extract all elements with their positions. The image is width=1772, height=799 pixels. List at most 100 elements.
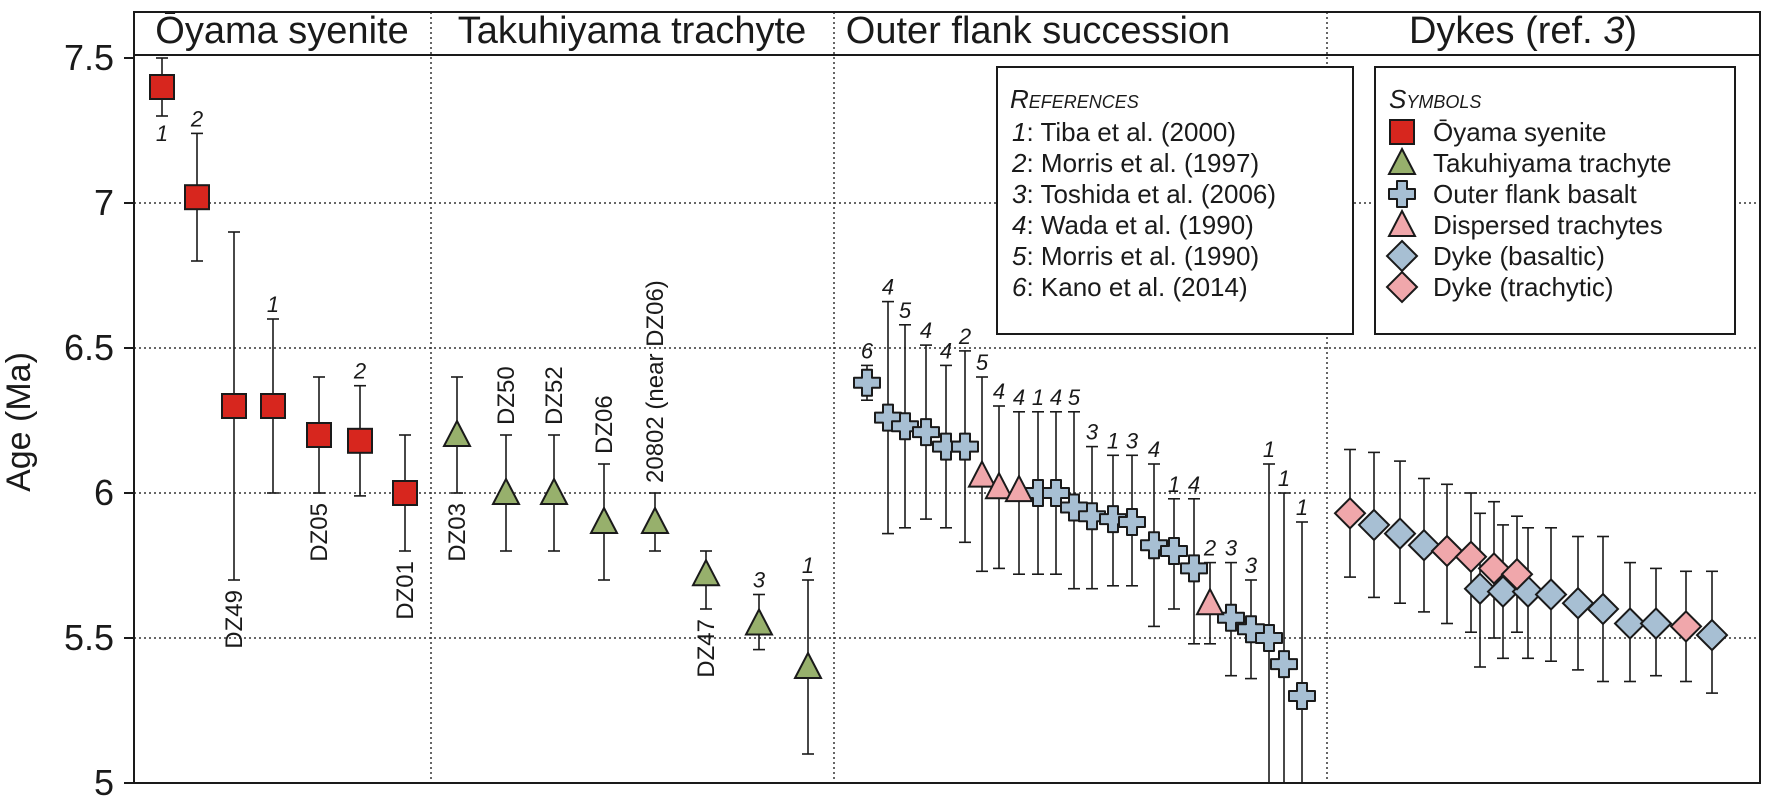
reference-entry: 3: Toshida et al. (2006)	[1012, 179, 1276, 209]
legend-entry-label: Takuhiyama trachyte	[1433, 148, 1671, 178]
square-marker	[149, 74, 175, 100]
reference-number-label: 3	[1225, 536, 1238, 561]
cross-marker	[1180, 554, 1208, 583]
diamond-marker	[1333, 496, 1367, 530]
reference-number-label: 2	[353, 359, 366, 384]
reference-entry-text: : Morris et al. (1990)	[1026, 241, 1259, 271]
cross-marker	[1078, 502, 1106, 531]
reference-number-label: 4	[920, 318, 932, 343]
square-marker	[392, 480, 418, 506]
reference-number-label: 4	[940, 338, 952, 363]
reference-number-label: 4	[1188, 472, 1200, 497]
reference-entry-number: 3	[1012, 179, 1027, 209]
legend-square-marker	[1389, 119, 1415, 145]
square-marker	[221, 393, 247, 419]
reference-entry: 1: Tiba et al. (2000)	[1012, 117, 1236, 147]
reference-number-label: 1	[1168, 472, 1180, 497]
reference-entry-text: : Morris et al. (1997)	[1026, 148, 1259, 178]
sample-label: DZ52	[541, 366, 568, 425]
cross-marker	[1160, 537, 1188, 565]
references-box-frame	[996, 66, 1354, 335]
reference-number-label: 2	[1203, 536, 1216, 561]
reference-number-label: 3	[753, 568, 766, 593]
panel-title-outer-flank: Outer flank succession	[846, 10, 1230, 52]
cross-marker	[1099, 505, 1127, 534]
legend-cross-marker	[1388, 180, 1416, 208]
panel-title-dykes-ref: 3	[1603, 10, 1624, 52]
triangle-marker	[744, 607, 774, 636]
reference-number-label: 4	[1013, 385, 1025, 410]
symbols-box-frame	[1374, 66, 1736, 335]
triangle-marker	[1004, 473, 1034, 503]
symbols-box-title: Symbols	[1389, 84, 1481, 114]
diamond-marker	[1586, 592, 1620, 626]
reference-number-label: 1	[156, 121, 168, 146]
triangle-marker	[967, 459, 997, 488]
sample-label: DZ49	[221, 590, 248, 649]
legend-triangle-marker	[1387, 146, 1417, 175]
legend-entry-label: Outer flank basalt	[1433, 179, 1638, 209]
legend-entry-label: Dispersed trachytes	[1433, 210, 1663, 240]
diamond-marker	[1357, 508, 1391, 542]
diamond-marker	[1534, 578, 1568, 611]
reference-number-label: 2	[190, 106, 203, 131]
y-tick-label: 5.5	[64, 617, 114, 658]
data-markers	[149, 74, 1729, 710]
reference-entry-number: 5	[1012, 241, 1027, 271]
diamond-marker	[1561, 586, 1595, 620]
cross-marker	[912, 418, 940, 447]
diamond-marker	[1669, 609, 1703, 643]
cross-marker	[1255, 624, 1283, 652]
reference-number-label: 6	[861, 338, 874, 363]
legend-entry-label: Dyke (trachytic)	[1433, 272, 1614, 302]
panel-title-dykes-main: Dykes (ref.	[1409, 10, 1603, 52]
reference-number-label: 2	[958, 324, 971, 349]
reference-number-label: 4	[882, 275, 894, 300]
reference-number-label: 3	[1245, 553, 1258, 578]
reference-number-label: 5	[1068, 385, 1081, 410]
reference-number-label: 5	[899, 298, 912, 323]
reference-entry: 6: Kano et al. (2014)	[1012, 272, 1248, 302]
y-axis-label: Age (Ma)	[0, 352, 38, 492]
reference-entry-number: 4	[1012, 210, 1026, 240]
reference-number-label: 5	[976, 350, 989, 375]
references-box-title: References	[1010, 84, 1139, 114]
diamond-marker	[1695, 618, 1729, 652]
square-marker	[184, 184, 210, 211]
reference-number-label: 1	[1278, 466, 1290, 491]
reference-number-label: 4	[993, 379, 1005, 404]
diamond-marker	[1407, 528, 1441, 562]
panel-title-dykes-close: )	[1624, 10, 1637, 52]
cross-marker	[853, 368, 881, 397]
triangle-marker	[539, 476, 569, 505]
square-marker	[347, 427, 373, 454]
triangle-marker	[442, 418, 472, 447]
y-tick-label: 7	[94, 182, 114, 223]
panel-title-dykes: Dykes (ref. 3)	[1409, 10, 1637, 52]
diamond-marker	[1430, 534, 1464, 568]
panel-title-takuhiyama: Takuhiyama trachyte	[458, 10, 807, 52]
y-tick-label: 6.5	[64, 327, 114, 368]
reference-entry-text: : Tiba et al. (2000)	[1026, 117, 1236, 147]
diamond-marker	[1463, 572, 1497, 606]
diamond-marker	[1639, 607, 1673, 640]
reference-number-label: 4	[1050, 385, 1062, 410]
reference-entry-text: : Toshida et al. (2006)	[1026, 179, 1276, 209]
triangle-marker	[691, 558, 721, 587]
triangle-marker	[491, 476, 521, 505]
sample-label: DZ50	[493, 366, 520, 425]
reference-number-label: 1	[1263, 437, 1275, 462]
reference-entry: 5: Morris et al. (1990)	[1012, 241, 1259, 271]
reference-number-label: 1	[1107, 428, 1119, 453]
reference-number-label: 1	[802, 553, 814, 578]
cross-marker	[1288, 682, 1316, 710]
y-tick-label: 6	[94, 472, 114, 513]
reference-number-label: 4	[1148, 437, 1160, 462]
references-box: References 1: Tiba et al. (2000)2: Morri…	[996, 66, 1354, 335]
reference-entry: 4: Wada et al. (1990)	[1012, 210, 1254, 240]
diamond-marker	[1454, 540, 1488, 574]
plot-frame	[133, 11, 1761, 784]
